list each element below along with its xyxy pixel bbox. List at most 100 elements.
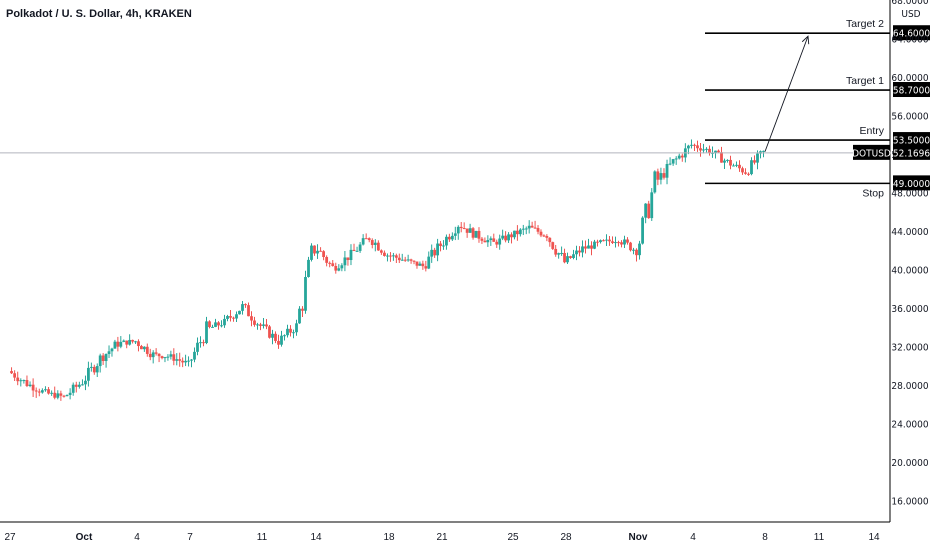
candle-up [163, 356, 167, 363]
candle-up [142, 346, 146, 352]
candle-down [465, 228, 469, 238]
level-stop[interactable]: Stop 49.0000 [705, 175, 930, 199]
time-tick-label: 27 [4, 532, 16, 543]
candle-up [702, 143, 705, 154]
candle-up [723, 158, 726, 170]
candle-down [578, 246, 581, 257]
candle-down [620, 240, 623, 248]
candle-down [137, 339, 140, 352]
price-tick-label: 24.0000 [891, 420, 928, 431]
candle-up [355, 246, 359, 252]
candle-down [34, 387, 38, 398]
candle-down [25, 375, 29, 388]
candle-up [714, 150, 717, 159]
candle-down [319, 247, 322, 252]
candle-down [154, 348, 158, 356]
candle-up [107, 345, 111, 358]
candle-down [542, 234, 546, 237]
symbol-tag [853, 144, 890, 160]
candle-up [735, 161, 738, 168]
candle-up [56, 390, 60, 400]
candle-down [148, 348, 152, 361]
candle-down [352, 243, 356, 252]
candle-down [602, 239, 605, 242]
price-axis: 16.0000 20.0000 24.0000 28.0000 32.0000 36.00… [891, 0, 928, 508]
candle-down [608, 236, 611, 246]
candle-down [548, 237, 552, 247]
candle-up [68, 388, 72, 400]
candle-down [16, 371, 20, 386]
candle-down [331, 260, 335, 267]
time-tick-label: Oct [76, 532, 93, 543]
time-tick-label: 14 [868, 532, 880, 543]
candle-down [696, 140, 699, 152]
candle-down [379, 249, 383, 255]
candle-down [412, 260, 416, 265]
candle-up [81, 379, 84, 386]
candle-up [524, 226, 528, 235]
candle-up [184, 354, 187, 367]
level-price-label: 49.0000 [893, 179, 930, 190]
time-tick-label: 25 [507, 532, 519, 543]
candle-up [214, 318, 217, 328]
level-target-1[interactable]: Target 1 58.7000 [705, 75, 930, 98]
candle-up [489, 236, 493, 246]
candle-up [373, 239, 377, 252]
candle-down [483, 237, 487, 243]
candle-up [226, 314, 229, 322]
candle-down [699, 142, 702, 157]
candle-down [322, 250, 326, 261]
candle-down [229, 310, 232, 322]
candle-up [572, 249, 575, 260]
time-tick-label: 18 [383, 532, 395, 543]
candle-up [614, 236, 617, 248]
candle-up [653, 170, 657, 194]
candle-up [128, 334, 132, 346]
candle-down [662, 168, 666, 180]
time-tick-label: Nov [629, 532, 648, 543]
candle-up [430, 244, 434, 263]
candle-down [116, 336, 120, 352]
candles [10, 139, 765, 401]
candle-up [271, 329, 274, 345]
candle-down [439, 240, 442, 252]
level-price-tag [893, 175, 930, 191]
candle-down [551, 241, 555, 251]
candle-down [328, 261, 332, 268]
candle-down [611, 236, 614, 245]
level-target-2[interactable]: Target 2 64.6000 [705, 18, 930, 41]
candle-down [421, 260, 425, 270]
candle-down [729, 155, 732, 170]
candle-down [92, 364, 96, 375]
candle-down [131, 339, 134, 344]
price-tick-label: 64.0000 [891, 35, 928, 46]
time-tick-label: 11 [814, 532, 825, 543]
price-tick-label: 40.0000 [891, 266, 928, 277]
candle-up [262, 318, 265, 329]
candle-up [641, 216, 644, 245]
candle-up [113, 339, 117, 349]
candle-up [40, 388, 44, 394]
candle-down [247, 302, 250, 317]
candle-up [196, 337, 199, 356]
level-entry[interactable]: Entry 53.5000 [705, 125, 930, 148]
candle-down [265, 319, 268, 330]
level-name: Target 2 [846, 18, 884, 30]
trade-levels: Target 2 64.6000 Target 1 58.7000 Entry 53.50… [705, 18, 930, 199]
candle-up [19, 378, 23, 387]
arrow-head-icon [801, 35, 810, 45]
candle-up [349, 244, 353, 266]
candle-up [122, 339, 126, 343]
level-name: Target 1 [846, 75, 884, 87]
candle-up [705, 147, 708, 153]
candle-down [47, 387, 50, 395]
candle-down [720, 146, 723, 163]
candle-up [623, 235, 626, 248]
candle-up [560, 246, 563, 256]
candle-up [605, 234, 608, 246]
time-tick-label: 11 [257, 532, 268, 543]
candle-down [250, 311, 253, 327]
candle-down [172, 348, 176, 366]
candle-down [13, 370, 17, 381]
